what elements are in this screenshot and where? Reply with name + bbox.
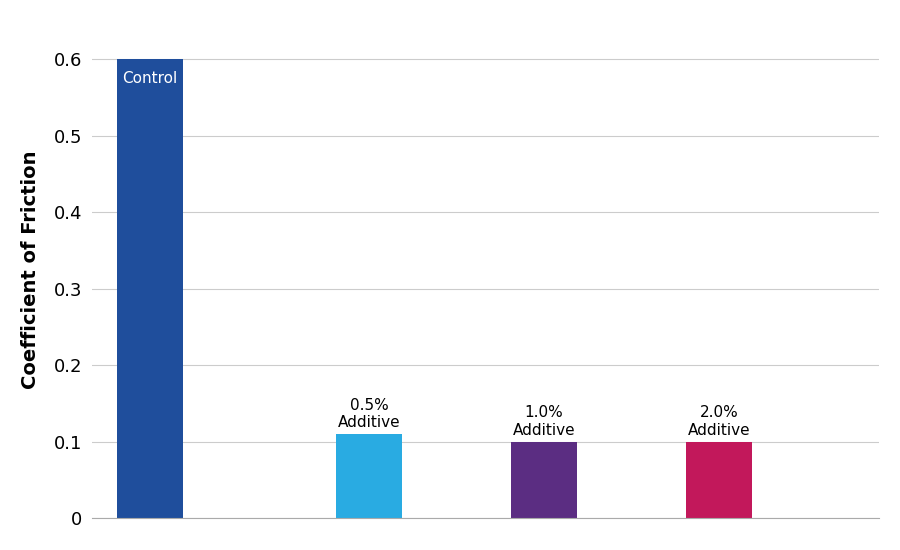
Text: 0.5%
Additive: 0.5% Additive <box>338 398 400 430</box>
Text: Control: Control <box>122 70 177 86</box>
Text: 2.0%
Additive: 2.0% Additive <box>688 405 750 438</box>
Text: 1.0%
Additive: 1.0% Additive <box>513 405 575 438</box>
Y-axis label: Coefficient of Friction: Coefficient of Friction <box>21 150 40 389</box>
Bar <box>686 442 751 518</box>
Bar <box>336 434 401 518</box>
Bar <box>118 59 183 518</box>
Bar <box>511 442 577 518</box>
